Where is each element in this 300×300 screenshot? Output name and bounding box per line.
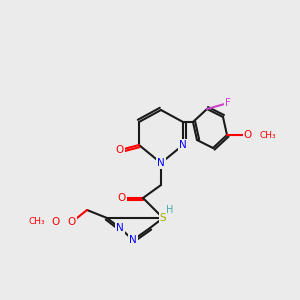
Text: N: N: [116, 223, 124, 233]
Text: O: O: [51, 217, 59, 227]
Text: N: N: [129, 235, 137, 245]
Text: O: O: [68, 217, 76, 227]
Text: CH₃: CH₃: [259, 130, 276, 140]
Text: H: H: [166, 205, 174, 215]
Text: O: O: [116, 145, 124, 155]
Text: F: F: [225, 98, 231, 108]
Text: N: N: [179, 140, 187, 150]
Text: CH₃: CH₃: [28, 218, 45, 226]
Text: S: S: [160, 213, 166, 223]
Text: O: O: [244, 130, 252, 140]
Text: N: N: [157, 158, 165, 168]
Text: O: O: [118, 193, 126, 203]
